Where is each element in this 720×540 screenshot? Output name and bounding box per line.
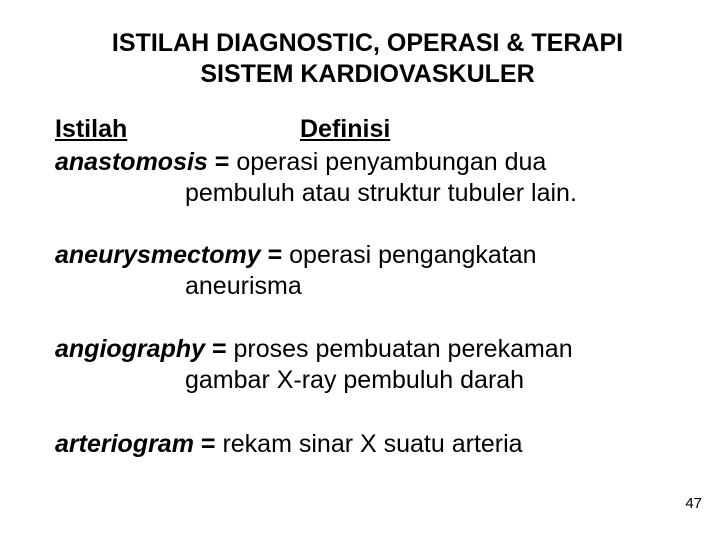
definition-continuation: pembuluh atau struktur tubuler lain. <box>55 178 680 209</box>
term-entry: anastomosis = operasi penyambungan dua p… <box>55 147 680 210</box>
title-line-1: ISTILAH DIAGNOSTIC, OPERASI & TERAPI <box>112 29 623 57</box>
definition-first-line: operasi penyambungan dua <box>236 148 546 176</box>
title-line-2: SISTEM KARDIOVASKULER <box>200 60 534 88</box>
term-entry: aneurysmectomy = operasi pengangkatan an… <box>55 240 680 303</box>
term-text: anastomosis <box>55 148 208 176</box>
term-text: aneurysmectomy <box>55 241 261 269</box>
equals-sign: = <box>205 335 234 363</box>
definition-first-line: rekam sinar X suatu arteria <box>222 430 522 458</box>
term-entry: angiography = proses pembuatan perekaman… <box>55 334 680 397</box>
term-text: angiography <box>55 335 205 363</box>
page-number: 47 <box>685 495 702 512</box>
equals-sign: = <box>194 430 223 458</box>
term-text: arteriogram <box>55 430 194 458</box>
definition-continuation: gambar X-ray pembuluh darah <box>55 365 680 396</box>
slide-title: ISTILAH DIAGNOSTIC, OPERASI & TERAPI SIS… <box>55 28 680 91</box>
header-istilah: Istilah <box>55 113 300 146</box>
definition-first-line: proses pembuatan perekaman <box>234 335 573 363</box>
equals-sign: = <box>261 241 290 269</box>
equals-sign: = <box>208 148 237 176</box>
term-entry: arteriogram = rekam sinar X suatu arteri… <box>55 429 680 460</box>
column-headers: IstilahDefinisi <box>55 113 680 146</box>
definition-continuation: aneurisma <box>55 271 680 302</box>
header-definisi: Definisi <box>300 113 390 146</box>
definition-first-line: operasi pengangkatan <box>289 241 536 269</box>
